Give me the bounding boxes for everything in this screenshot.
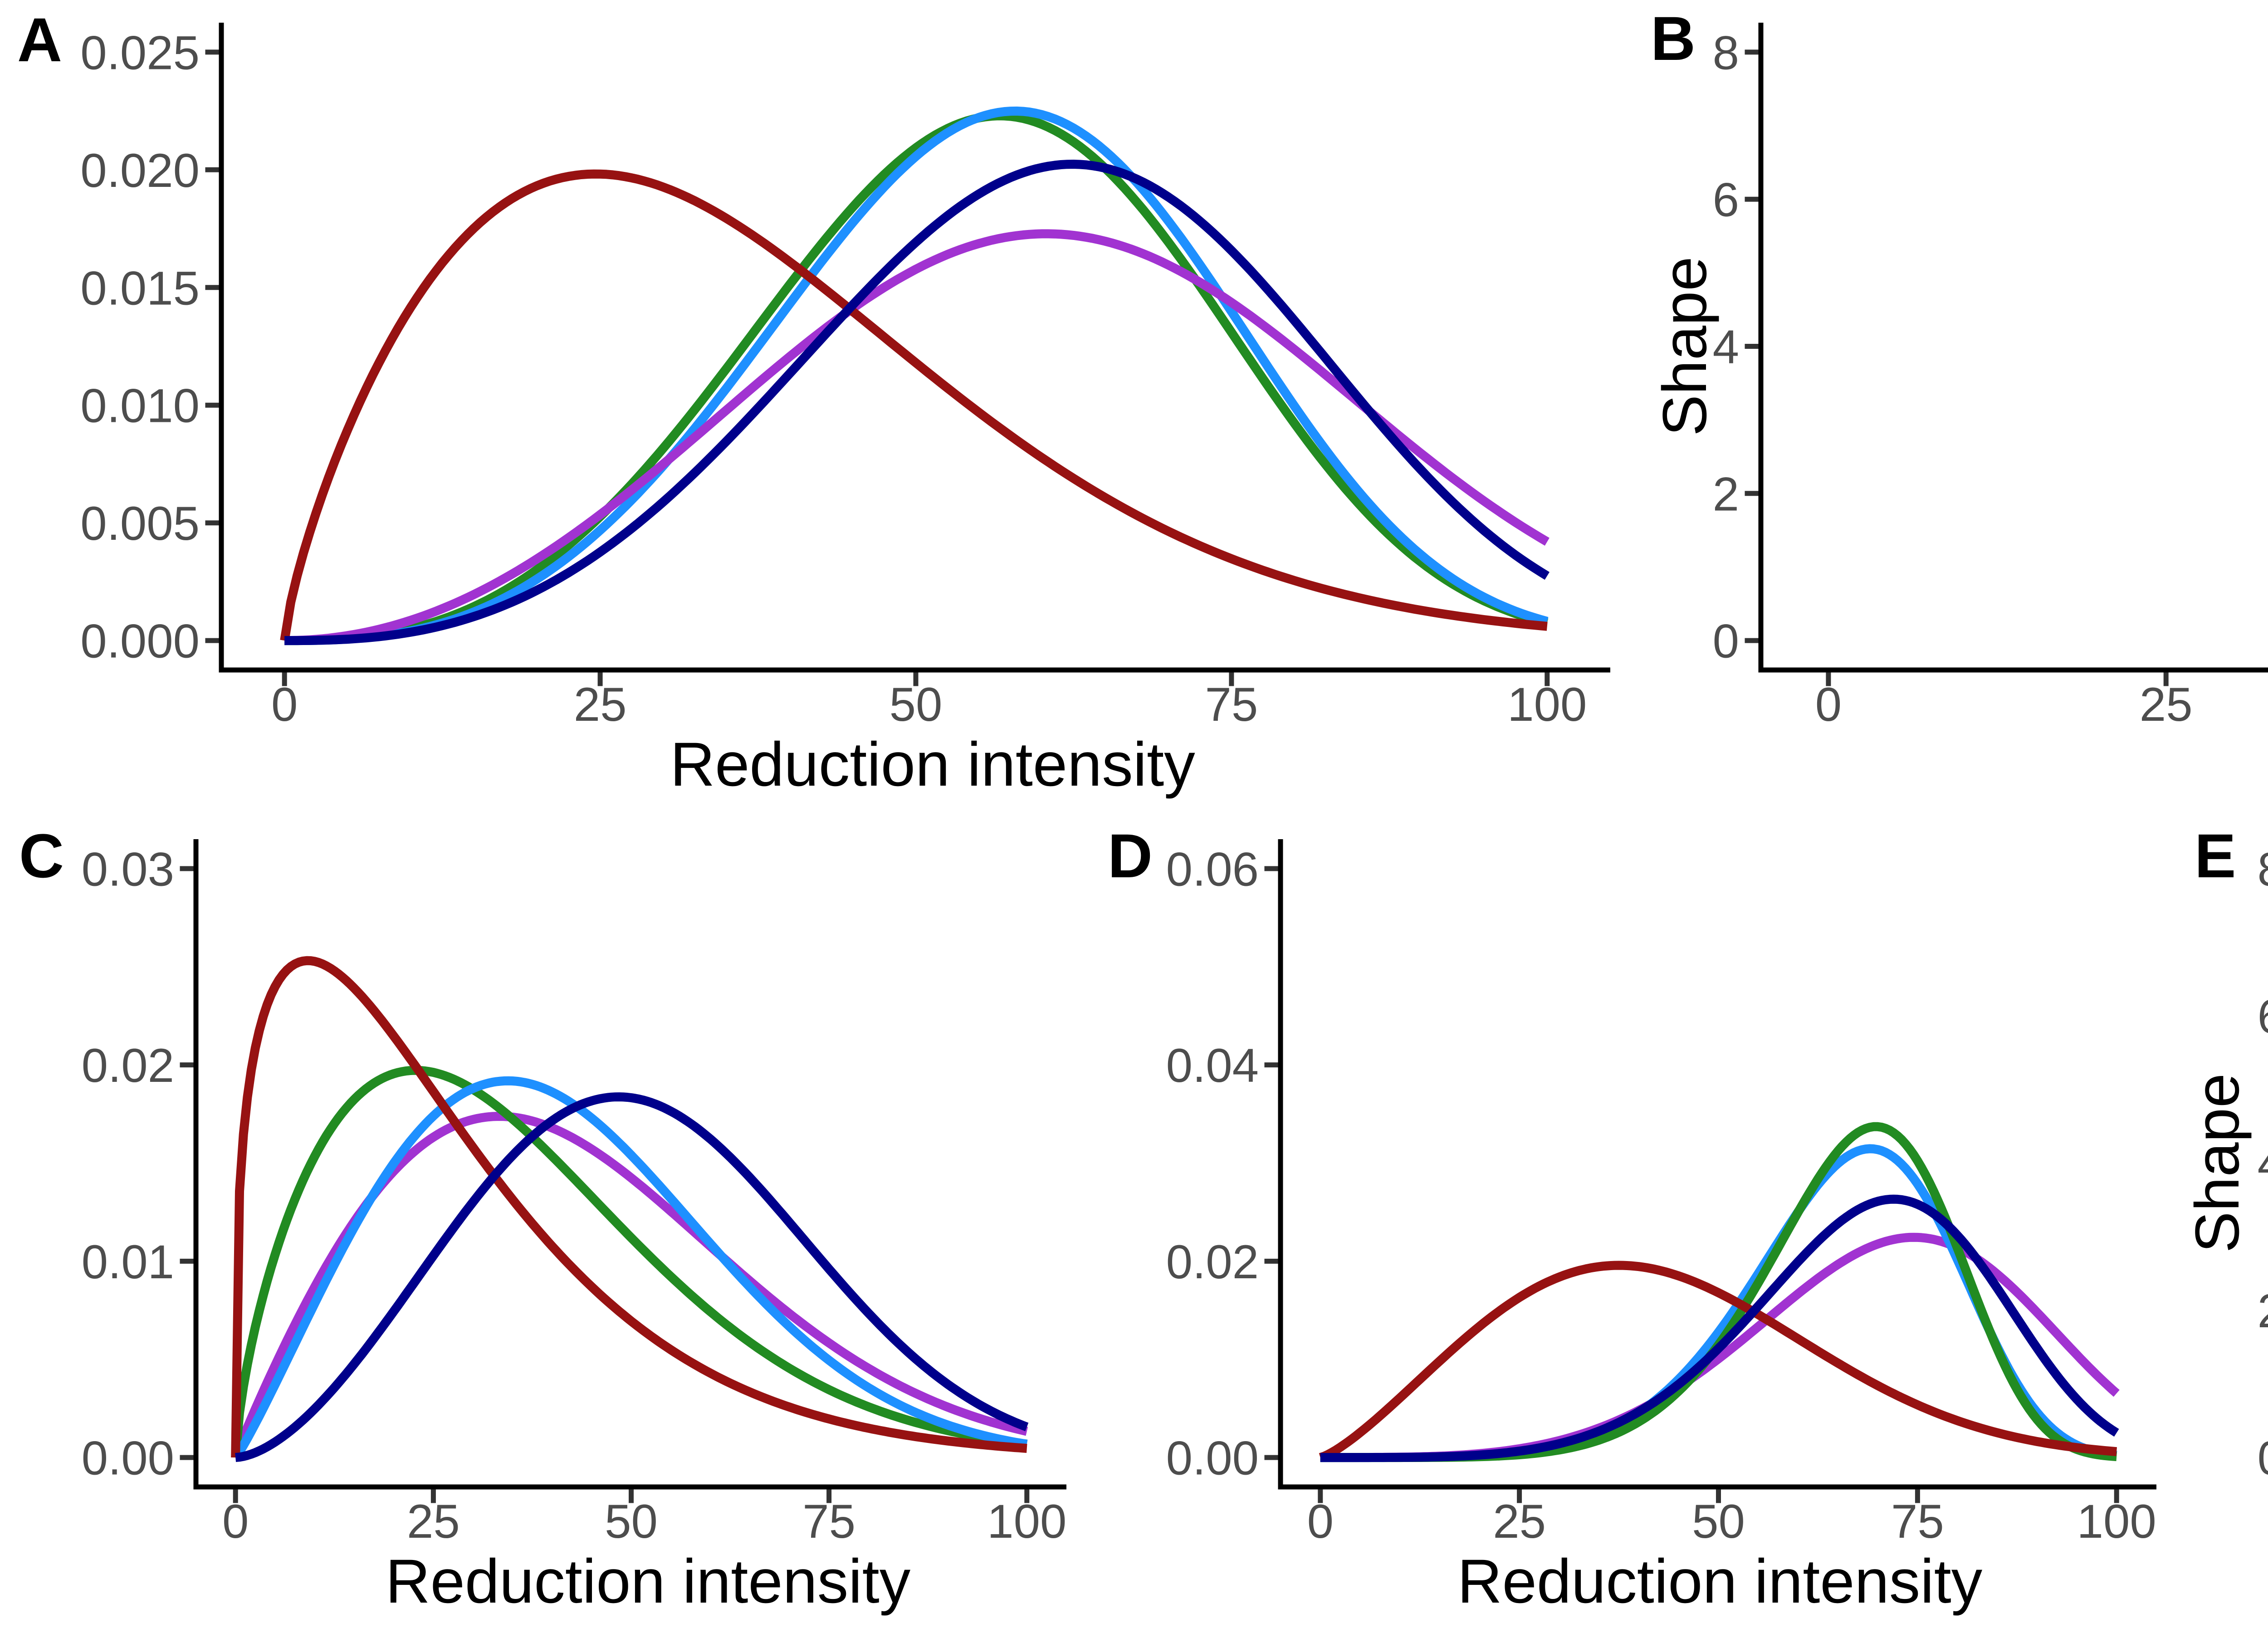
svg-text:100: 100 <box>987 1495 1066 1548</box>
svg-text:25: 25 <box>407 1495 460 1548</box>
svg-text:0: 0 <box>1713 615 1739 668</box>
svg-text:100: 100 <box>1507 678 1587 731</box>
svg-text:6: 6 <box>1713 174 1739 227</box>
svg-text:Reduction intensity: Reduction intensity <box>1457 1547 1983 1616</box>
svg-text:0.04: 0.04 <box>1166 1039 1259 1092</box>
svg-text:0: 0 <box>222 1495 249 1548</box>
svg-text:100: 100 <box>2077 1495 2156 1548</box>
svg-text:A: A <box>17 5 62 75</box>
svg-text:B: B <box>1651 4 1696 73</box>
svg-text:2: 2 <box>2258 1285 2268 1338</box>
svg-text:75: 75 <box>1891 1495 1944 1548</box>
svg-text:0.005: 0.005 <box>80 497 200 550</box>
svg-text:0.02: 0.02 <box>82 1039 174 1092</box>
svg-text:Reduction intensity: Reduction intensity <box>670 730 1195 799</box>
svg-text:50: 50 <box>890 678 943 731</box>
svg-text:Reduction intensity: Reduction intensity <box>386 1547 911 1616</box>
svg-text:0.020: 0.020 <box>80 144 200 197</box>
svg-text:E: E <box>2195 821 2236 891</box>
svg-text:D: D <box>1108 821 1153 891</box>
svg-text:0.00: 0.00 <box>82 1432 174 1485</box>
svg-text:75: 75 <box>802 1495 855 1548</box>
svg-text:Shape: Shape <box>1650 256 1720 436</box>
svg-text:0.000: 0.000 <box>80 615 200 668</box>
svg-text:25: 25 <box>1493 1495 1546 1548</box>
svg-text:Shape: Shape <box>2183 1073 2252 1253</box>
svg-text:0.02: 0.02 <box>1166 1236 1259 1289</box>
svg-text:8: 8 <box>2258 843 2268 896</box>
svg-text:25: 25 <box>2140 678 2193 731</box>
svg-text:50: 50 <box>605 1495 658 1548</box>
svg-text:50: 50 <box>1692 1495 1745 1548</box>
svg-text:6: 6 <box>2258 990 2268 1043</box>
svg-text:2: 2 <box>1713 468 1739 521</box>
svg-text:0.06: 0.06 <box>1166 843 1259 896</box>
svg-text:0: 0 <box>1307 1495 1334 1548</box>
svg-text:0.015: 0.015 <box>80 262 200 315</box>
svg-text:0.00: 0.00 <box>1166 1432 1259 1485</box>
svg-text:0: 0 <box>271 678 298 731</box>
svg-text:0.03: 0.03 <box>82 843 174 896</box>
svg-text:25: 25 <box>574 678 627 731</box>
svg-text:C: C <box>19 821 64 891</box>
svg-text:0.025: 0.025 <box>80 26 200 79</box>
svg-text:8: 8 <box>1713 26 1739 79</box>
svg-text:75: 75 <box>1205 678 1258 731</box>
svg-text:0.01: 0.01 <box>82 1236 174 1289</box>
svg-text:0: 0 <box>2258 1432 2268 1485</box>
svg-text:4: 4 <box>2258 1138 2268 1191</box>
svg-text:0: 0 <box>1815 678 1842 731</box>
svg-text:0.010: 0.010 <box>80 380 200 433</box>
svg-text:4: 4 <box>1713 321 1739 374</box>
